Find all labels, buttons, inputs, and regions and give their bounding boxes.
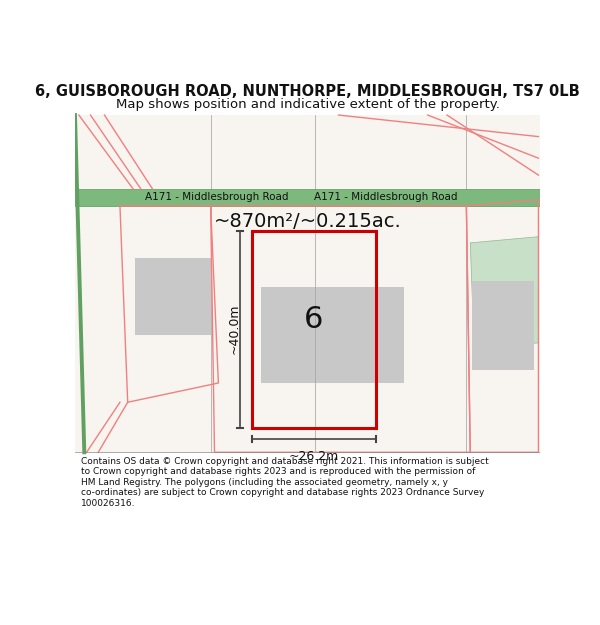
Text: ~870m²/~0.215ac.: ~870m²/~0.215ac. [214, 212, 401, 231]
Text: to Crown copyright and database rights 2023 and is reproduced with the permissio: to Crown copyright and database rights 2… [81, 468, 476, 476]
Text: ~26.2m: ~26.2m [289, 450, 339, 463]
Bar [261, 287, 404, 383]
Text: Contains OS data © Crown copyright and database right 2021. This information is : Contains OS data © Crown copyright and d… [81, 457, 489, 466]
Bar [472, 281, 534, 370]
Bar [75, 115, 540, 452]
Bar [136, 258, 211, 335]
Text: 100026316.: 100026316. [81, 499, 136, 508]
Text: A171 - Middlesbrough Road: A171 - Middlesbrough Road [145, 192, 288, 202]
Text: Map shows position and indicative extent of the property.: Map shows position and indicative extent… [116, 98, 499, 111]
Text: co-ordinates) are subject to Crown copyright and database rights 2023 Ordnance S: co-ordinates) are subject to Crown copyr… [81, 488, 485, 497]
Polygon shape [470, 237, 538, 346]
Text: HM Land Registry. The polygons (including the associated geometry, namely x, y: HM Land Registry. The polygons (includin… [81, 478, 448, 487]
Text: 6: 6 [304, 306, 323, 334]
Bar [75, 189, 540, 206]
Text: 6, GUISBOROUGH ROAD, NUNTHORPE, MIDDLESBROUGH, TS7 0LB: 6, GUISBOROUGH ROAD, NUNTHORPE, MIDDLESB… [35, 84, 580, 99]
Text: ~40.0m: ~40.0m [227, 304, 241, 354]
Text: A171 - Middlesbrough Road: A171 - Middlesbrough Road [314, 192, 457, 202]
Bar [252, 231, 376, 428]
